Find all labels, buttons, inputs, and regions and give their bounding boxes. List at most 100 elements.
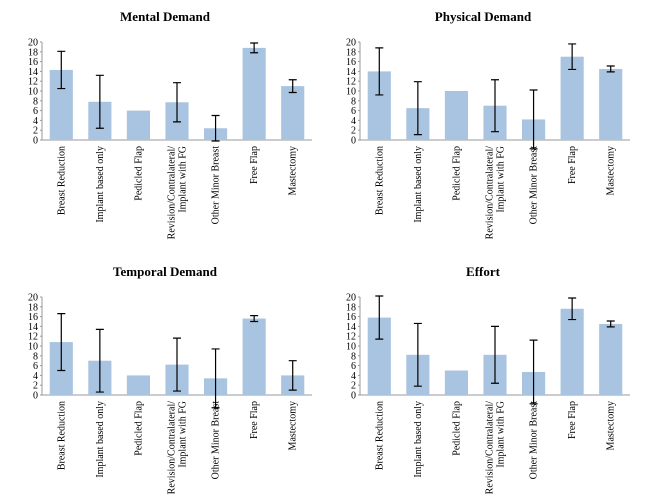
y-tick-label: 18 xyxy=(28,302,38,313)
x-tick-label: Free Flap xyxy=(249,401,260,439)
x-tick-label: Free Flap xyxy=(249,146,260,184)
error-bar xyxy=(413,81,422,136)
x-tick-label: Pedicled Flap xyxy=(133,401,144,456)
error-bar xyxy=(529,339,538,405)
x-tick-label: Pedicled Flap xyxy=(451,146,462,201)
error-bar xyxy=(375,47,384,96)
y-tick-label: 6 xyxy=(33,361,38,372)
y-tick-label: 16 xyxy=(346,312,356,323)
x-tick-label: Revision/Contralateral/Implant with FG xyxy=(167,401,189,495)
x-tick-label: Mastectomy xyxy=(288,146,299,195)
chart-title: Physical Demand xyxy=(435,9,532,24)
y-tick-label: 16 xyxy=(28,312,38,323)
error-bar xyxy=(211,114,220,142)
x-tick-label: Pedicled Flap xyxy=(451,401,462,456)
y-tick-label: 2 xyxy=(33,126,38,137)
y-tick-label: 8 xyxy=(33,96,38,107)
x-tick-label: Mastectomy xyxy=(606,146,617,195)
error-bar xyxy=(606,320,615,328)
x-tick-label: Implant based only xyxy=(95,401,106,478)
error-bar xyxy=(57,50,66,90)
x-tick-label: Breast Reduction xyxy=(56,401,67,470)
error-bar xyxy=(173,82,181,123)
error-bar xyxy=(375,295,384,340)
x-tick-label: Other Minor Breast xyxy=(211,401,222,480)
y-tick-label: 14 xyxy=(28,322,38,333)
y-tick-label: 8 xyxy=(33,351,38,362)
y-tick-label: 10 xyxy=(28,87,38,98)
y-tick-label: 12 xyxy=(346,332,356,343)
bar xyxy=(242,47,266,140)
chart-title: Effort xyxy=(466,264,501,279)
y-tick-label: 20 xyxy=(346,293,356,304)
y-tick-label: 20 xyxy=(28,293,38,304)
x-tick-label: Breast Reduction xyxy=(56,146,67,215)
x-tick-label: Other Minor Breast xyxy=(211,146,222,225)
bar xyxy=(126,375,150,395)
error-bar xyxy=(250,42,259,54)
chart-title: Mental Demand xyxy=(120,9,211,24)
error-bar xyxy=(95,328,104,393)
bar xyxy=(599,68,623,140)
x-tick-label: Mastectomy xyxy=(288,401,299,450)
y-tick-label: 16 xyxy=(28,57,38,68)
bar xyxy=(560,56,584,141)
y-tick-label: 18 xyxy=(346,47,356,58)
y-tick-label: 4 xyxy=(351,116,356,127)
error-bar xyxy=(288,79,297,94)
x-tick-label: Free Flap xyxy=(567,401,578,439)
x-tick-label: Breast Reduction xyxy=(374,146,385,215)
y-tick-label: 10 xyxy=(346,87,356,98)
y-tick-label: 6 xyxy=(351,106,356,117)
error-bar xyxy=(491,325,499,384)
y-tick-label: 18 xyxy=(346,302,356,313)
y-tick-label: 12 xyxy=(28,77,38,88)
y-tick-label: 8 xyxy=(351,351,356,362)
chart-title: Temporal Demand xyxy=(113,264,218,279)
x-tick-label: Free Flap xyxy=(567,146,578,184)
x-tick-label: Mastectomy xyxy=(606,401,617,450)
y-tick-label: 10 xyxy=(28,342,38,353)
bar xyxy=(367,317,391,395)
error-bar xyxy=(568,43,577,71)
bar xyxy=(242,318,266,395)
error-bar xyxy=(57,313,66,372)
error-bar xyxy=(173,337,181,392)
bar xyxy=(560,308,584,395)
x-tick-label: Breast Reduction xyxy=(374,401,385,470)
y-tick-label: 16 xyxy=(346,57,356,68)
error-bar xyxy=(491,79,499,133)
y-tick-label: 2 xyxy=(351,126,356,137)
x-tick-label: Implant based only xyxy=(413,401,424,478)
bar xyxy=(281,86,305,140)
bar xyxy=(599,323,623,395)
error-bar xyxy=(211,348,220,409)
x-tick-label: Revision/Contralateral/Implant with FG xyxy=(167,146,189,240)
y-tick-label: 4 xyxy=(33,371,38,382)
bar xyxy=(126,110,150,140)
bar xyxy=(444,91,468,140)
x-tick-label: Other Minor Breast xyxy=(529,401,540,480)
y-tick-label: 4 xyxy=(351,371,356,382)
x-tick-label: Revision/Contralateral/Implant with FG xyxy=(485,401,507,495)
error-bar xyxy=(95,74,104,129)
y-tick-label: 12 xyxy=(28,332,38,343)
y-tick-label: 0 xyxy=(351,136,356,147)
error-bar xyxy=(250,315,259,323)
error-bar xyxy=(568,297,577,321)
y-tick-label: 10 xyxy=(346,342,356,353)
x-tick-label: Revision/Contralateral/Implant with FG xyxy=(485,146,507,240)
y-tick-label: 0 xyxy=(33,391,38,402)
x-tick-label: Other Minor Breast xyxy=(529,146,540,225)
x-tick-label: Pedicled Flap xyxy=(133,146,144,201)
y-tick-label: 8 xyxy=(351,96,356,107)
y-tick-label: 14 xyxy=(346,322,356,333)
error-bar xyxy=(288,360,297,391)
x-tick-label: Implant based only xyxy=(413,146,424,223)
bar xyxy=(444,370,468,395)
bar xyxy=(49,69,73,140)
y-tick-label: 2 xyxy=(33,381,38,392)
y-tick-label: 18 xyxy=(28,47,38,58)
bar xyxy=(367,71,391,140)
